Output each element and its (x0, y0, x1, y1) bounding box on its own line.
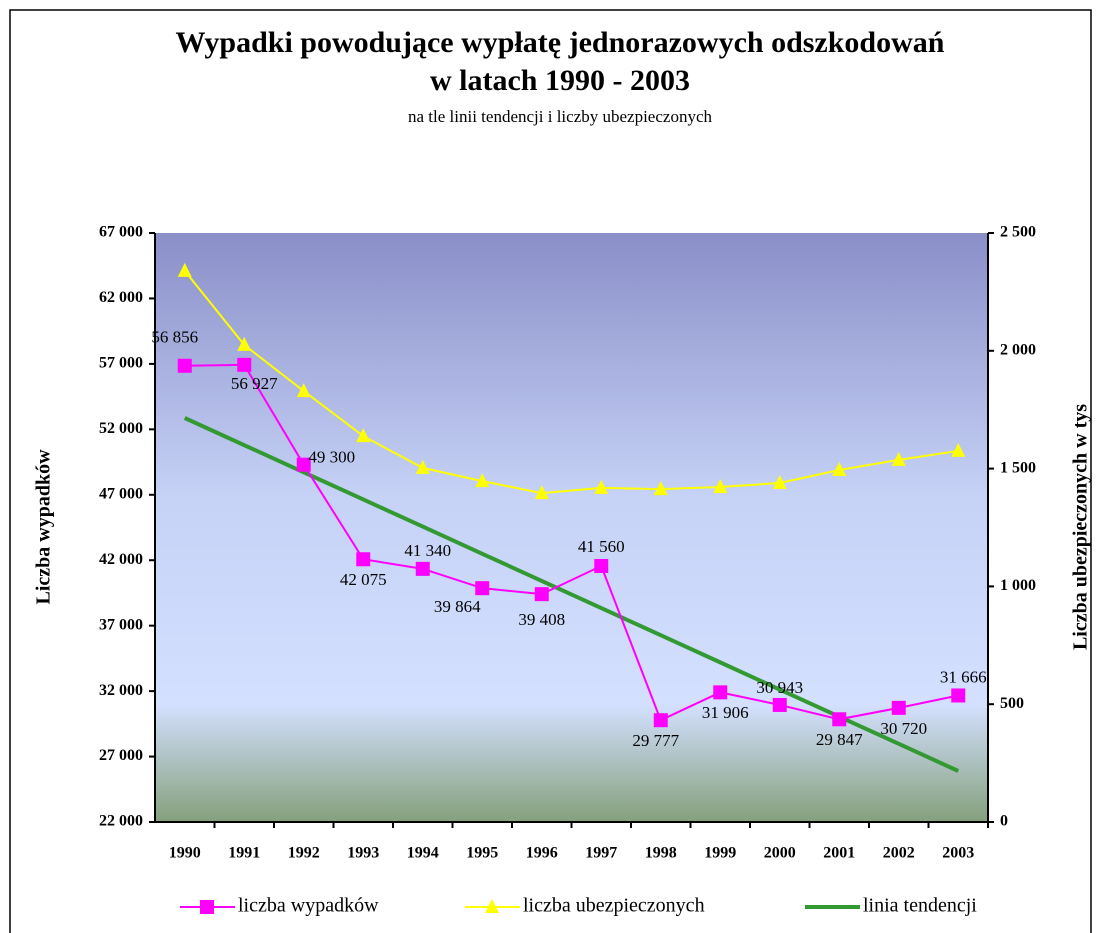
y-tick-label: 47 000 (99, 485, 143, 502)
y-tick-label: 67 000 (99, 224, 143, 241)
y-tick-label: 62 000 (99, 289, 143, 306)
marker (653, 713, 668, 728)
y-tick-label: 37 000 (99, 616, 143, 633)
marker (832, 712, 847, 727)
marker (713, 478, 728, 493)
y2-tick-label: 0 (1000, 813, 1008, 830)
marker (415, 459, 430, 474)
y2-axis-title: Liczba ubezpieczonych w tys (1070, 404, 1092, 650)
marker (177, 358, 192, 373)
data-label: 39 408 (518, 610, 565, 629)
x-tick-label: 1999 (704, 845, 736, 862)
x-tick-label: 1997 (585, 845, 617, 862)
legend-marker (200, 900, 214, 914)
marker (891, 700, 906, 715)
x-tick-label: 1994 (407, 845, 439, 862)
x-tick-label: 1998 (645, 845, 677, 862)
chart-title: Wypadki powodujące wypłatę jednorazowych… (176, 26, 945, 59)
marker (534, 485, 549, 500)
y-tick-label: 52 000 (99, 420, 143, 437)
data-label: 29 847 (816, 730, 863, 749)
data-label: 30 943 (756, 678, 803, 697)
subtitle: na tle linii tendencji i liczby ubezpiec… (408, 107, 712, 126)
x-tick-label: 1990 (169, 845, 201, 862)
marker (653, 481, 668, 496)
data-label: 56 856 (151, 328, 198, 347)
data-label: 49 300 (308, 448, 355, 467)
data-label: 31 666 (940, 667, 987, 686)
series-line (183, 416, 960, 773)
data-label: 31 906 (702, 703, 749, 722)
marker (237, 357, 252, 372)
y-tick-label: 22 000 (99, 813, 143, 830)
y2-tick-label: 2 000 (1000, 341, 1036, 358)
x-tick-label: 2003 (942, 845, 974, 862)
legend-label: linia tendencji (863, 895, 977, 917)
marker (951, 442, 966, 457)
legend-marker (485, 899, 499, 913)
marker (296, 383, 311, 398)
marker (713, 685, 728, 700)
marker (296, 457, 311, 472)
legend-label: liczba ubezpieczonych (523, 895, 705, 917)
data-label: 41 560 (578, 537, 625, 556)
data-label: 39 864 (434, 597, 481, 616)
chart-title: w latach 1990 - 2003 (430, 64, 690, 97)
marker (594, 558, 609, 573)
plot-area (155, 233, 988, 822)
data-label: 56 927 (231, 374, 278, 393)
x-tick-label: 2002 (883, 845, 915, 862)
marker (237, 336, 252, 351)
x-tick-label: 2000 (764, 845, 796, 862)
data-label: 30 720 (880, 719, 927, 738)
y-tick-label: 57 000 (99, 355, 143, 372)
marker (356, 552, 371, 567)
marker (891, 451, 906, 466)
marker (475, 581, 490, 596)
y2-tick-label: 1 500 (1000, 459, 1036, 476)
marker (832, 462, 847, 477)
marker (415, 561, 430, 576)
x-tick-label: 2001 (823, 845, 855, 862)
y2-tick-label: 500 (1000, 695, 1024, 712)
marker (356, 428, 371, 443)
marker (475, 473, 490, 488)
marker (772, 474, 787, 489)
x-tick-label: 1992 (288, 845, 320, 862)
series-line (183, 270, 959, 495)
series-line (184, 363, 959, 722)
data-label: 29 777 (632, 731, 679, 750)
marker (594, 479, 609, 494)
marker (177, 262, 192, 277)
y-tick-label: 27 000 (99, 747, 143, 764)
data-label: 41 340 (404, 541, 451, 560)
marker (772, 697, 787, 712)
y-tick-label: 32 000 (99, 682, 143, 699)
y-axis-title: Liczba wypadków (33, 449, 55, 605)
x-tick-label: 1995 (466, 845, 498, 862)
legend-label: liczba wypadków (238, 895, 379, 917)
marker (951, 688, 966, 703)
y2-tick-label: 2 500 (1000, 224, 1036, 241)
y2-tick-label: 1 000 (1000, 577, 1036, 594)
marker (534, 587, 549, 602)
frame (9, 9, 1092, 933)
x-tick-label: 1991 (228, 845, 260, 862)
y-tick-label: 42 000 (99, 551, 143, 568)
x-tick-label: 1993 (347, 845, 379, 862)
x-tick-label: 1996 (526, 845, 558, 862)
data-label: 42 075 (340, 570, 387, 589)
